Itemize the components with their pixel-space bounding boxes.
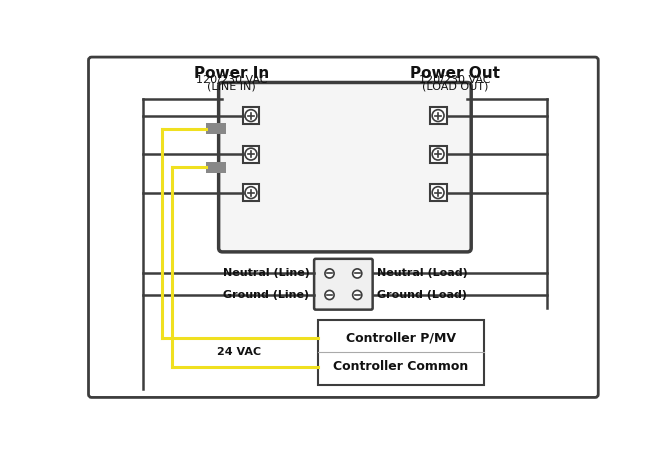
Circle shape xyxy=(245,110,257,122)
Text: Ground (Load): Ground (Load) xyxy=(377,290,467,300)
Text: 120/230 VAC: 120/230 VAC xyxy=(419,75,490,85)
Circle shape xyxy=(245,187,257,198)
Bar xyxy=(429,146,446,162)
Bar xyxy=(243,107,259,124)
Circle shape xyxy=(432,187,444,198)
Circle shape xyxy=(432,110,444,122)
Circle shape xyxy=(352,290,362,300)
Text: 120/230 VAC: 120/230 VAC xyxy=(196,75,267,85)
Bar xyxy=(206,162,226,173)
Bar xyxy=(323,267,336,280)
Text: 24 VAC: 24 VAC xyxy=(217,347,261,357)
Text: Neutral (Load): Neutral (Load) xyxy=(377,269,468,279)
Text: (LINE IN): (LINE IN) xyxy=(207,82,256,92)
Circle shape xyxy=(352,269,362,278)
Circle shape xyxy=(432,148,444,160)
Circle shape xyxy=(245,148,257,160)
Text: Neutral (Line): Neutral (Line) xyxy=(222,269,310,279)
Bar xyxy=(243,146,259,162)
Bar xyxy=(318,320,484,385)
Bar xyxy=(350,288,364,302)
Circle shape xyxy=(325,290,334,300)
Text: Power Out: Power Out xyxy=(410,66,500,81)
FancyBboxPatch shape xyxy=(218,82,471,252)
Circle shape xyxy=(325,269,334,278)
Bar xyxy=(323,288,336,302)
Text: Controller P/MV: Controller P/MV xyxy=(346,332,456,345)
FancyBboxPatch shape xyxy=(88,57,598,397)
Bar xyxy=(429,107,446,124)
Text: Power In: Power In xyxy=(194,66,269,81)
Text: Controller Common: Controller Common xyxy=(333,360,468,373)
Bar xyxy=(243,184,259,201)
Bar xyxy=(206,123,226,134)
Text: Ground (Line): Ground (Line) xyxy=(223,290,310,300)
Bar xyxy=(350,267,364,280)
FancyBboxPatch shape xyxy=(314,259,373,310)
Bar xyxy=(429,184,446,201)
Text: (LOAD OUT): (LOAD OUT) xyxy=(422,82,488,92)
